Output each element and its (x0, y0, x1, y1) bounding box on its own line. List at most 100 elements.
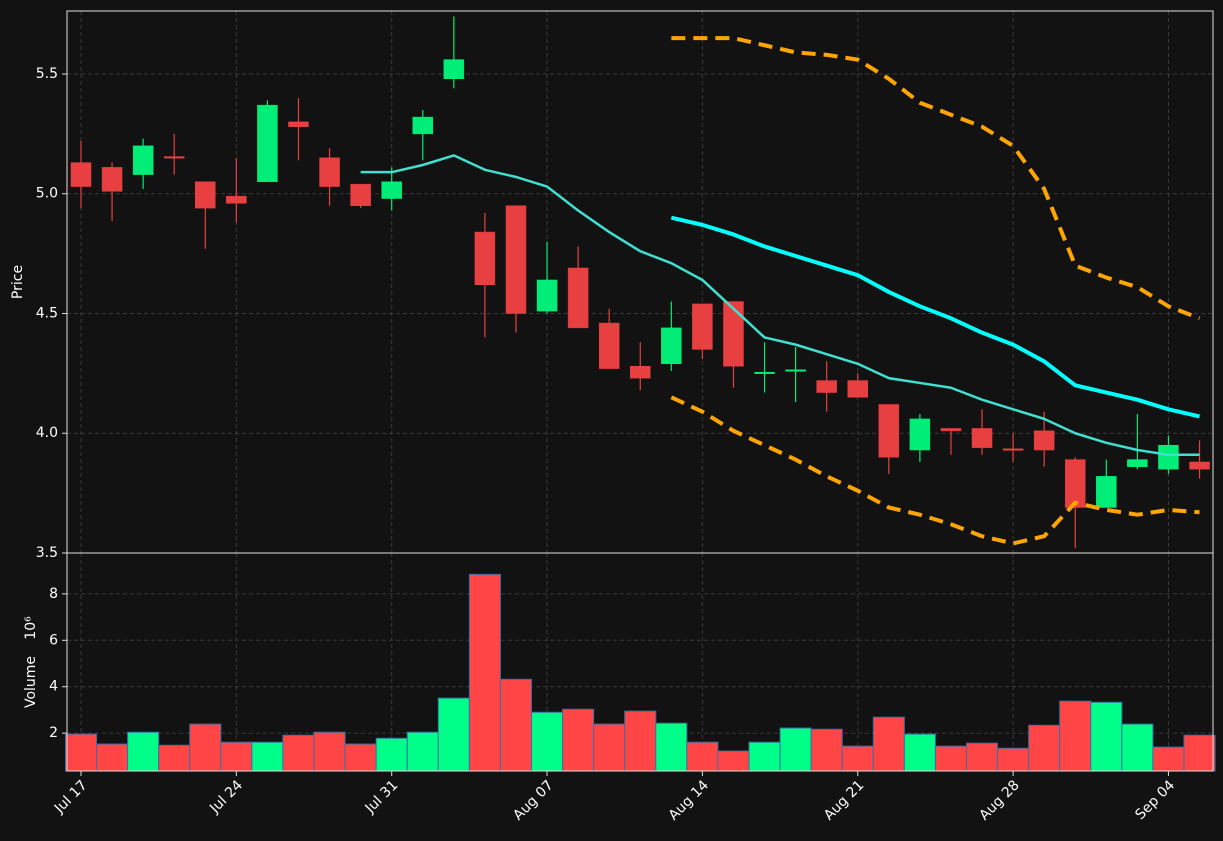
volume-bar (96, 743, 129, 772)
volume-bar (562, 708, 595, 772)
volume-bar (282, 734, 315, 772)
y-tick-label: 4 (49, 679, 58, 695)
volume-bar (344, 743, 377, 772)
y-tick-label: 2 (49, 725, 58, 741)
candle-body (847, 380, 868, 398)
volume-bar (158, 744, 191, 772)
candle-body (1096, 476, 1117, 508)
candle-body (692, 303, 713, 350)
candle-body (132, 145, 154, 175)
volume-bar (375, 737, 408, 772)
volume-bar (1121, 723, 1154, 772)
candle-body (1064, 459, 1086, 508)
price-axis-label: Price (10, 265, 26, 299)
volume-bar (220, 741, 253, 772)
volume-bar (624, 710, 657, 772)
candle-body (1033, 430, 1055, 451)
volume-bar (406, 731, 439, 772)
candle-body (536, 279, 558, 312)
candle-body (381, 181, 402, 199)
panel-border (66, 552, 1214, 772)
y-tick-label: 6 (49, 632, 58, 648)
x-tick-label: Aug 14 (666, 777, 712, 823)
candle-body (195, 181, 216, 209)
y-tick-label: 8 (49, 586, 58, 602)
y-tick-label: 5.0 (36, 186, 58, 202)
candle-body (70, 162, 92, 187)
volume-bar (997, 747, 1030, 772)
candle-body (1189, 461, 1210, 470)
candle-body (909, 418, 931, 451)
volume-bar (313, 731, 346, 772)
candle-body (101, 167, 123, 192)
candle-body (505, 205, 527, 314)
candle-body (319, 157, 340, 187)
volume-bar (468, 573, 501, 772)
volume-bar (189, 723, 222, 772)
x-tick-label: Jul 17 (51, 777, 91, 817)
y-tick-label: 4.0 (36, 425, 58, 441)
volume-bar (810, 728, 843, 772)
x-tick-label: Jul 31 (362, 777, 402, 817)
plot-area (67, 11, 1213, 553)
volume-bar (934, 745, 967, 772)
volume-bar (127, 731, 160, 772)
candle-body (971, 428, 993, 448)
volume-bar (499, 678, 533, 772)
volume-bar (779, 727, 812, 772)
candle-body (754, 371, 775, 374)
y-tick-label: 4.5 (36, 305, 58, 321)
candle-body (785, 369, 806, 372)
candle-body (1127, 459, 1148, 468)
candle-body (940, 428, 962, 432)
volume-axis-label: Volume (23, 656, 39, 708)
volume-bar (903, 733, 936, 772)
volume-offset-label: 10⁶ (23, 616, 39, 640)
volume-bar (531, 711, 564, 772)
candle-body (226, 195, 247, 204)
x-tick-label: Aug 21 (821, 777, 867, 823)
volume-bar (686, 741, 719, 772)
candle-body (567, 267, 589, 329)
volume-bar (655, 722, 688, 772)
volume-bar (1059, 700, 1092, 772)
candle-body (630, 365, 651, 379)
volume-bar (1183, 734, 1216, 772)
volume-bar (965, 742, 999, 772)
volume-bar (1028, 724, 1061, 772)
candle-body (443, 59, 465, 80)
indicator-line (671, 36, 1201, 321)
x-tick-label: Aug 07 (510, 777, 556, 823)
candle-body (412, 116, 434, 135)
volume-bar (437, 697, 470, 772)
volume-bar (1152, 746, 1185, 772)
candle-body (1158, 444, 1179, 470)
candle-body (288, 121, 309, 127)
volume-bar (1090, 701, 1123, 772)
volume-bar (748, 741, 781, 772)
candle-body (474, 231, 496, 286)
candle-body (350, 183, 371, 206)
volume-bar (841, 745, 874, 772)
y-tick-label: 3.5 (36, 545, 58, 561)
x-tick-label: Sep 04 (1132, 777, 1178, 823)
candle-body (257, 104, 278, 183)
volume-bar (717, 750, 750, 772)
indicator-line (670, 215, 1200, 419)
candle-body (163, 156, 185, 159)
x-tick-label: Aug 28 (976, 777, 1022, 823)
indicator-line (360, 154, 1200, 457)
volume-bar (251, 741, 284, 772)
x-tick-label: Jul 24 (206, 777, 246, 817)
candle-body (598, 322, 620, 369)
volume-bar (872, 716, 905, 772)
volume-bar (593, 723, 626, 772)
volume-bar (64, 733, 98, 772)
candle-body (878, 404, 900, 458)
indicator-line (670, 395, 1200, 546)
candle-body (1002, 448, 1024, 451)
y-tick-label: 5.5 (36, 66, 58, 82)
candle-body (723, 301, 744, 367)
candle-body (661, 327, 682, 365)
